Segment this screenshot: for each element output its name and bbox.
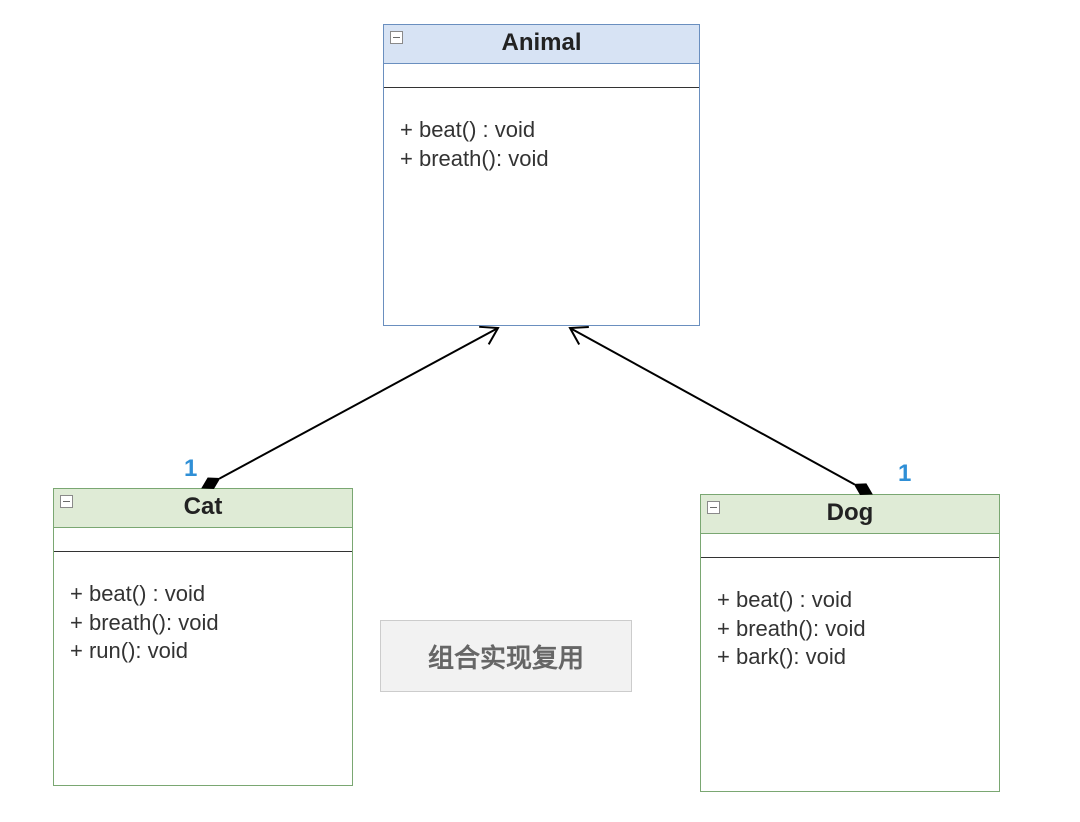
note-composition: 组合实现复用 xyxy=(380,620,632,692)
class-dog-header: Dog xyxy=(701,495,999,533)
method-line: + bark(): void xyxy=(717,643,983,672)
class-dog: Dog + beat() : void + breath(): void + b… xyxy=(700,494,1000,792)
class-cat-title: Cat xyxy=(184,493,223,520)
class-animal-attrs xyxy=(384,63,699,87)
multiplicity-cat: 1 xyxy=(184,455,197,483)
method-line: + beat() : void xyxy=(70,580,336,609)
class-animal-methods: + beat() : void + breath(): void xyxy=(384,87,699,325)
collapse-icon[interactable] xyxy=(707,501,720,514)
class-dog-attrs xyxy=(701,533,999,557)
class-animal: Animal + beat() : void + breath(): void xyxy=(383,24,700,326)
class-cat-methods: + beat() : void + breath(): void + run()… xyxy=(54,551,352,785)
method-line: + breath(): void xyxy=(400,145,683,174)
note-text: 组合实现复用 xyxy=(428,638,584,675)
class-cat: Cat + beat() : void + breath(): void + r… xyxy=(53,488,353,786)
method-line: + beat() : void xyxy=(717,586,983,615)
class-dog-title: Dog xyxy=(827,499,874,526)
class-cat-header: Cat xyxy=(54,489,352,527)
method-line: + beat() : void xyxy=(400,116,683,145)
collapse-icon[interactable] xyxy=(60,495,73,508)
class-cat-attrs xyxy=(54,527,352,551)
class-dog-methods: + beat() : void + breath(): void + bark(… xyxy=(701,557,999,791)
multiplicity-dog: 1 xyxy=(898,460,911,488)
collapse-icon[interactable] xyxy=(390,31,403,44)
method-line: + breath(): void xyxy=(70,609,336,638)
method-line: + breath(): void xyxy=(717,615,983,644)
method-line: + run(): void xyxy=(70,637,336,666)
class-animal-title: Animal xyxy=(501,29,581,56)
diagram-canvas: Animal + beat() : void + breath(): void … xyxy=(0,0,1080,822)
class-animal-header: Animal xyxy=(384,25,699,63)
